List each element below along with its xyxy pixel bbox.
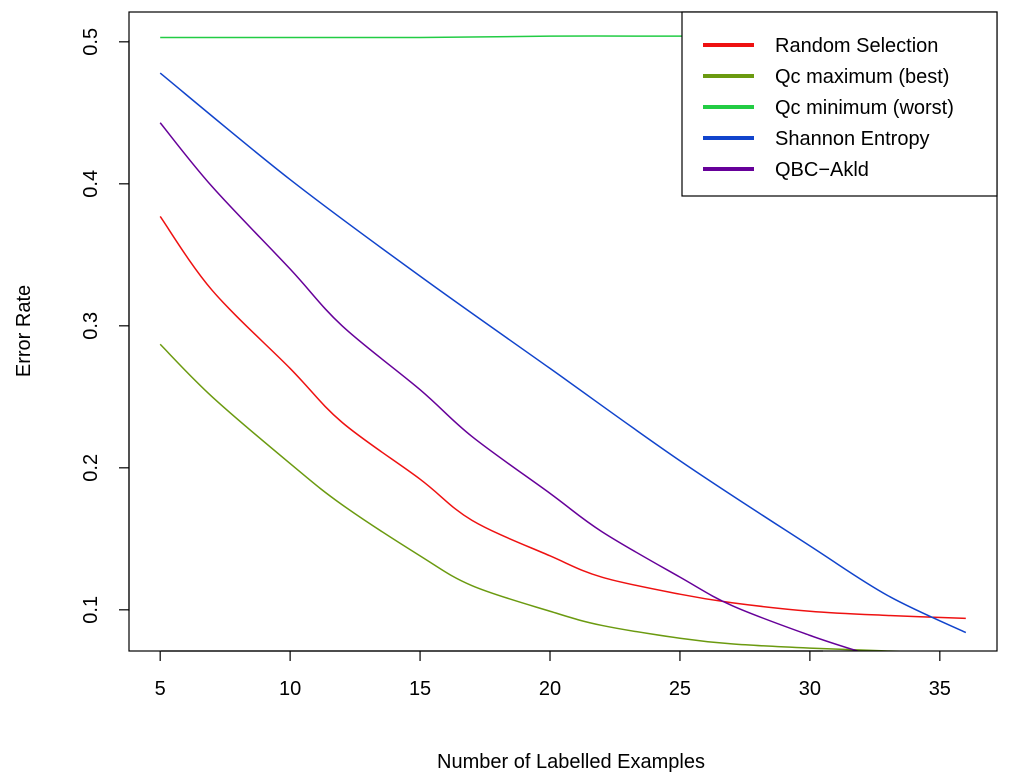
legend-box xyxy=(681,11,998,197)
series-lines xyxy=(159,35,967,651)
y-tick-label: 0.1 xyxy=(80,596,102,624)
x-tick-label: 5 xyxy=(155,678,166,700)
legend: Random Selection Qc maximum (best) Qc mini… xyxy=(681,11,998,197)
series-line-4 xyxy=(159,122,860,651)
legend-label: QBC−Akld xyxy=(775,159,869,181)
x-axis-title: Number of Labelled Examples xyxy=(437,751,705,773)
y-axis: 0.1 0.2 0.3 0.4 0.5 xyxy=(80,28,130,624)
y-axis-title: Error Rate xyxy=(13,285,35,377)
legend-label: Qc maximum (best) xyxy=(775,66,949,88)
legend-label: Random Selection xyxy=(775,35,938,57)
series-line-3 xyxy=(159,72,967,634)
legend-label: Shannon Entropy xyxy=(775,128,930,150)
x-tick-label: 30 xyxy=(799,678,821,700)
x-tick-label: 35 xyxy=(929,678,951,700)
y-tick-label: 0.2 xyxy=(80,454,102,482)
x-axis: 5 10 15 20 25 30 35 xyxy=(155,650,951,700)
y-tick-label: 0.5 xyxy=(80,28,102,56)
y-tick-label: 0.4 xyxy=(80,170,102,198)
y-tick-label: 0.3 xyxy=(80,312,102,340)
series-line-1 xyxy=(159,343,924,651)
legend-label: Qc minimum (worst) xyxy=(775,97,954,119)
series-line-0 xyxy=(159,216,966,620)
x-tick-label: 15 xyxy=(409,678,431,700)
series-line-2 xyxy=(160,35,732,39)
x-tick-label: 10 xyxy=(279,678,301,700)
x-tick-label: 20 xyxy=(539,678,561,700)
x-tick-label: 25 xyxy=(669,678,691,700)
